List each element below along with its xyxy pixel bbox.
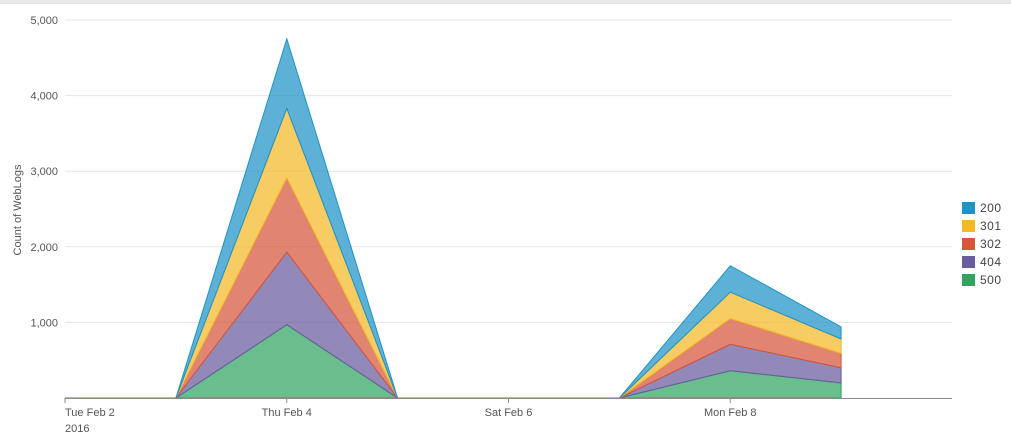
legend-label: 200	[980, 201, 1002, 215]
legend-swatch	[962, 256, 975, 268]
legend-swatch	[962, 202, 975, 214]
legend-item-404[interactable]: 404	[962, 253, 1011, 271]
x-tick-label: Thu Feb 4	[262, 407, 312, 419]
legend-label: 404	[980, 255, 1002, 269]
legend-swatch	[962, 220, 975, 232]
legend-item-500[interactable]: 500	[962, 271, 1011, 289]
y-tick-label: 3,000	[30, 166, 58, 178]
legend: 200 301 302 404 500	[962, 199, 1011, 289]
y-tick-label: 2,000	[30, 242, 58, 254]
legend-item-200[interactable]: 200	[962, 199, 1011, 217]
x-tick-sublabel: 2016	[65, 423, 89, 435]
legend-label: 301	[980, 219, 1002, 233]
y-axis-title: Count of WebLogs	[12, 164, 24, 255]
legend-label: 302	[980, 237, 1002, 251]
y-tick-label: 5,000	[30, 15, 58, 27]
x-tick-label: Sat Feb 6	[485, 407, 533, 419]
x-tick-label: Mon Feb 8	[704, 407, 757, 419]
x-axis-ticks: Tue Feb 2 2016 Thu Feb 4 Sat Feb 6 Mon Feb 8	[64, 398, 757, 435]
legend-item-301[interactable]: 301	[962, 217, 1011, 235]
legend-swatch	[962, 274, 975, 286]
x-tick-label: Tue Feb 2	[65, 407, 115, 419]
y-tick-label: 1,000	[30, 317, 58, 329]
area-series-200[interactable]	[65, 37, 842, 399]
y-axis-ticks: 1,000 2,000 3,000 4,000 5,000	[30, 15, 58, 329]
legend-item-302[interactable]: 302	[962, 235, 1011, 253]
area-series	[65, 37, 842, 399]
y-tick-label: 4,000	[30, 91, 58, 103]
legend-label: 500	[980, 273, 1002, 287]
legend-swatch	[962, 238, 975, 250]
gridlines	[65, 19, 952, 323]
top-border	[0, 0, 1011, 4]
